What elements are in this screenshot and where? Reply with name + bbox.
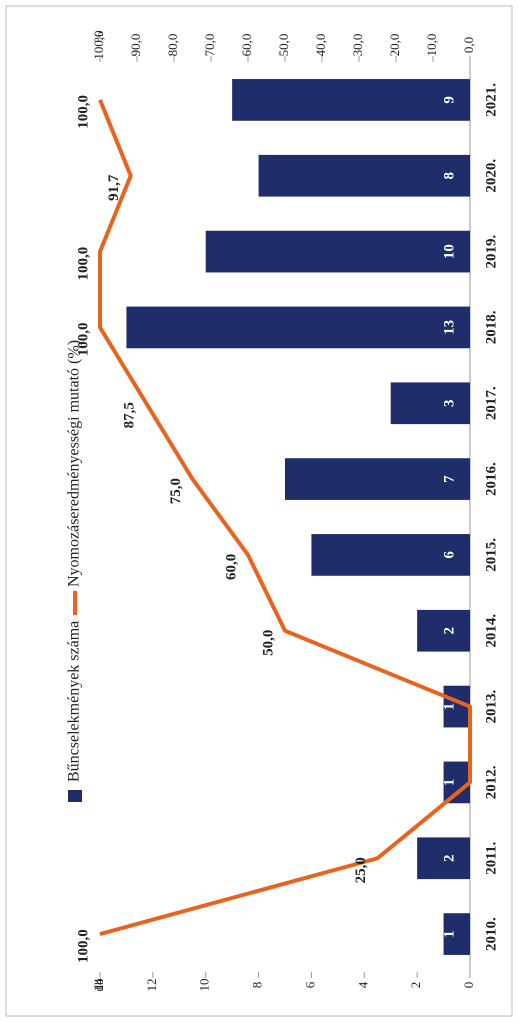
line bbox=[98, 99, 472, 937]
bar-label: 2 bbox=[441, 855, 457, 863]
x-tick-label: 2010. bbox=[483, 917, 499, 951]
y2-tick-label: 80,0 bbox=[165, 34, 180, 57]
bar bbox=[390, 382, 471, 425]
line-label: 100,0 bbox=[75, 929, 91, 963]
x-tick-label: 2014. bbox=[483, 614, 499, 648]
legend-label: Bűncselekmények száma bbox=[66, 621, 83, 782]
x-tick-label: 2017. bbox=[483, 386, 499, 420]
y-tick-label: 6 bbox=[302, 981, 317, 988]
y2-tick-label: 100,0 bbox=[91, 30, 106, 59]
line-label: 60,0 bbox=[223, 554, 239, 580]
bar bbox=[443, 913, 471, 955]
bar-label: 13 bbox=[441, 320, 457, 335]
x-tick-label: 2015. bbox=[483, 538, 499, 572]
bar-label: 6 bbox=[441, 551, 457, 559]
x-tick-label: 2019. bbox=[483, 234, 499, 268]
bar-label: 10 bbox=[441, 244, 457, 259]
y-tick-label: 10 bbox=[197, 979, 212, 992]
x-tick-label: 2021. bbox=[483, 83, 499, 117]
y-tick-label: 14 bbox=[91, 978, 106, 992]
y2-tick-label: 20,0 bbox=[387, 34, 402, 57]
y-tick-label: 2 bbox=[408, 982, 423, 989]
line-label: 87,5 bbox=[122, 402, 138, 428]
y-tick-label: 12 bbox=[144, 979, 159, 992]
y2-axis-label: % bbox=[91, 31, 106, 42]
bar-label: 8 bbox=[441, 172, 457, 180]
x-tick-label: 2016. bbox=[483, 462, 499, 496]
x-tick-label: 2011. bbox=[483, 842, 499, 875]
bar-label: 1 bbox=[441, 779, 457, 787]
bar-label: 3 bbox=[441, 400, 457, 408]
bar-label: 1 bbox=[441, 703, 457, 711]
bar bbox=[417, 609, 470, 652]
line-label: 100,0 bbox=[75, 323, 91, 357]
line-label: 100,0 bbox=[75, 247, 91, 281]
line-label: 50,0 bbox=[260, 630, 276, 656]
bar bbox=[443, 685, 471, 728]
x-tick-label: 2018. bbox=[483, 310, 499, 344]
bar bbox=[232, 79, 470, 121]
y-tick-label: 0 bbox=[461, 982, 476, 989]
bar-label: 9 bbox=[441, 96, 457, 104]
bar bbox=[126, 306, 471, 349]
x-tick-label: 2013. bbox=[483, 689, 499, 723]
y2-tick-label: 10,0 bbox=[424, 34, 439, 57]
bar bbox=[311, 534, 470, 576]
y2-tick-label: 60,0 bbox=[239, 34, 254, 57]
y2-tick-label: 70,0 bbox=[202, 34, 217, 57]
bar bbox=[285, 458, 470, 500]
bar bbox=[417, 837, 470, 880]
y2-tick-label: 30,0 bbox=[350, 34, 365, 57]
y2-tick-label: 90,0 bbox=[128, 34, 143, 57]
bar bbox=[205, 230, 470, 273]
x-tick-label: 2020. bbox=[483, 159, 499, 193]
line-label: 25,0 bbox=[353, 857, 369, 883]
bar-label: 7 bbox=[441, 475, 457, 483]
y-tick-label: 4 bbox=[355, 981, 370, 988]
bar-label: 1 bbox=[441, 930, 457, 938]
y-axis-label: db bbox=[91, 979, 106, 992]
legend-label: Nyomozáseredményességi mutató (%) bbox=[66, 340, 83, 587]
bar bbox=[443, 761, 471, 804]
line-label: 75,0 bbox=[168, 478, 184, 504]
bar-label: 2 bbox=[441, 627, 457, 635]
y-tick-label: 8 bbox=[250, 982, 265, 989]
y2-tick-label: 40,0 bbox=[313, 34, 328, 57]
line-label: 91,7 bbox=[106, 174, 122, 201]
y2-tick-label: 0,0 bbox=[461, 37, 476, 53]
line-label: 100,0 bbox=[75, 95, 91, 129]
bar bbox=[258, 154, 471, 197]
legend-swatch bbox=[68, 790, 82, 802]
x-tick-label: 2012. bbox=[483, 765, 499, 799]
rotated-chart: db % 024681012140,010,020,030,040,050,06… bbox=[66, 30, 500, 991]
y2-tick-label: 50,0 bbox=[276, 34, 291, 57]
